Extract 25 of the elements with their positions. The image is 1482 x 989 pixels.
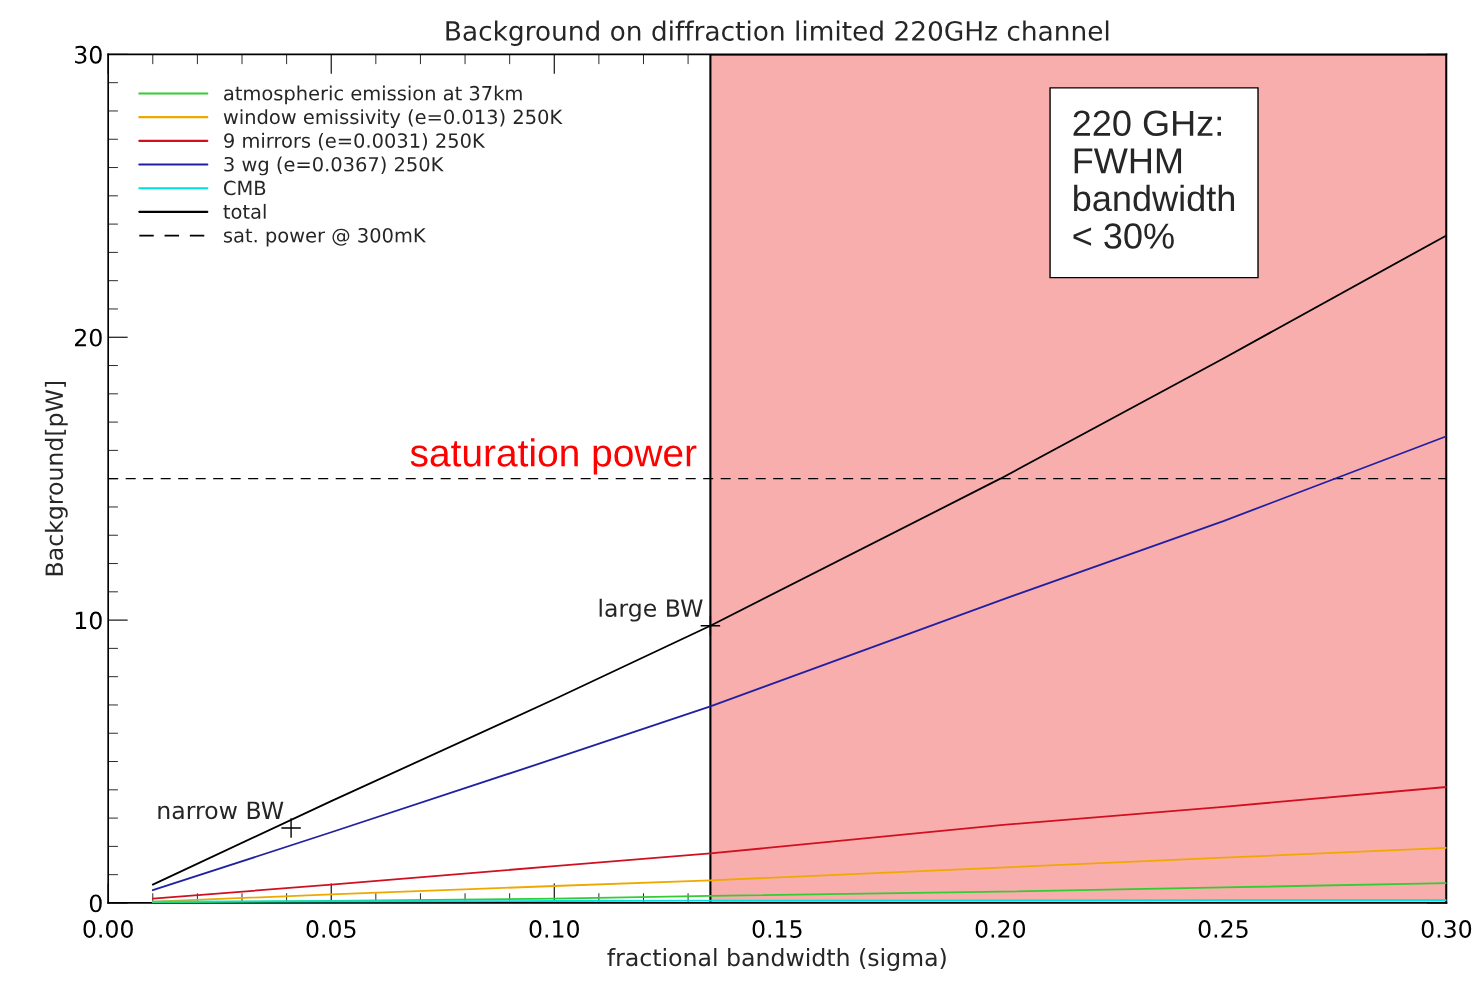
annotation: narrow BW: [158, 801, 284, 820]
y-axis-title: Background[pW]: [44, 381, 68, 576]
x-tick-label: 0.05: [306, 920, 356, 938]
legend-label: total: [223, 203, 266, 219]
annotation: 220 GHz: FWHM bandwidth < 30%: [1073, 110, 1235, 249]
legend-label: 3 wg (e=0.0367) 250K: [224, 156, 444, 176]
x-tick-label: 0.00: [83, 920, 133, 938]
x-tick-label: 0.25: [1198, 920, 1248, 938]
chart-title: Background on diffraction limited 220GHz channel: [446, 20, 1109, 46]
y-tick-label: 30: [75, 45, 102, 64]
legend-label: atmospheric emission at 37km: [224, 85, 522, 105]
y-tick-label: 0: [89, 894, 102, 913]
legend-label: window emissivity (e=0.013) 250K: [223, 109, 563, 128]
x-axis-title: fractional bandwidth (sigma): [607, 948, 946, 971]
annotation: saturation power: [410, 438, 697, 475]
y-tick-label: 10: [75, 611, 102, 630]
legend-label: 9 mirrors (e=0.0031) 250K: [224, 132, 486, 151]
y-tick-label: 20: [75, 328, 102, 347]
x-tick-label: 0.30: [1421, 920, 1472, 938]
legend-label: sat. power @ 300mK: [223, 227, 427, 247]
x-tick-label: 0.20: [975, 920, 1026, 938]
legend-label: CMB: [224, 180, 266, 196]
annotation: large BW: [599, 598, 703, 622]
x-tick-label: 0.15: [752, 920, 802, 938]
x-tick-label: 0.10: [529, 920, 579, 938]
